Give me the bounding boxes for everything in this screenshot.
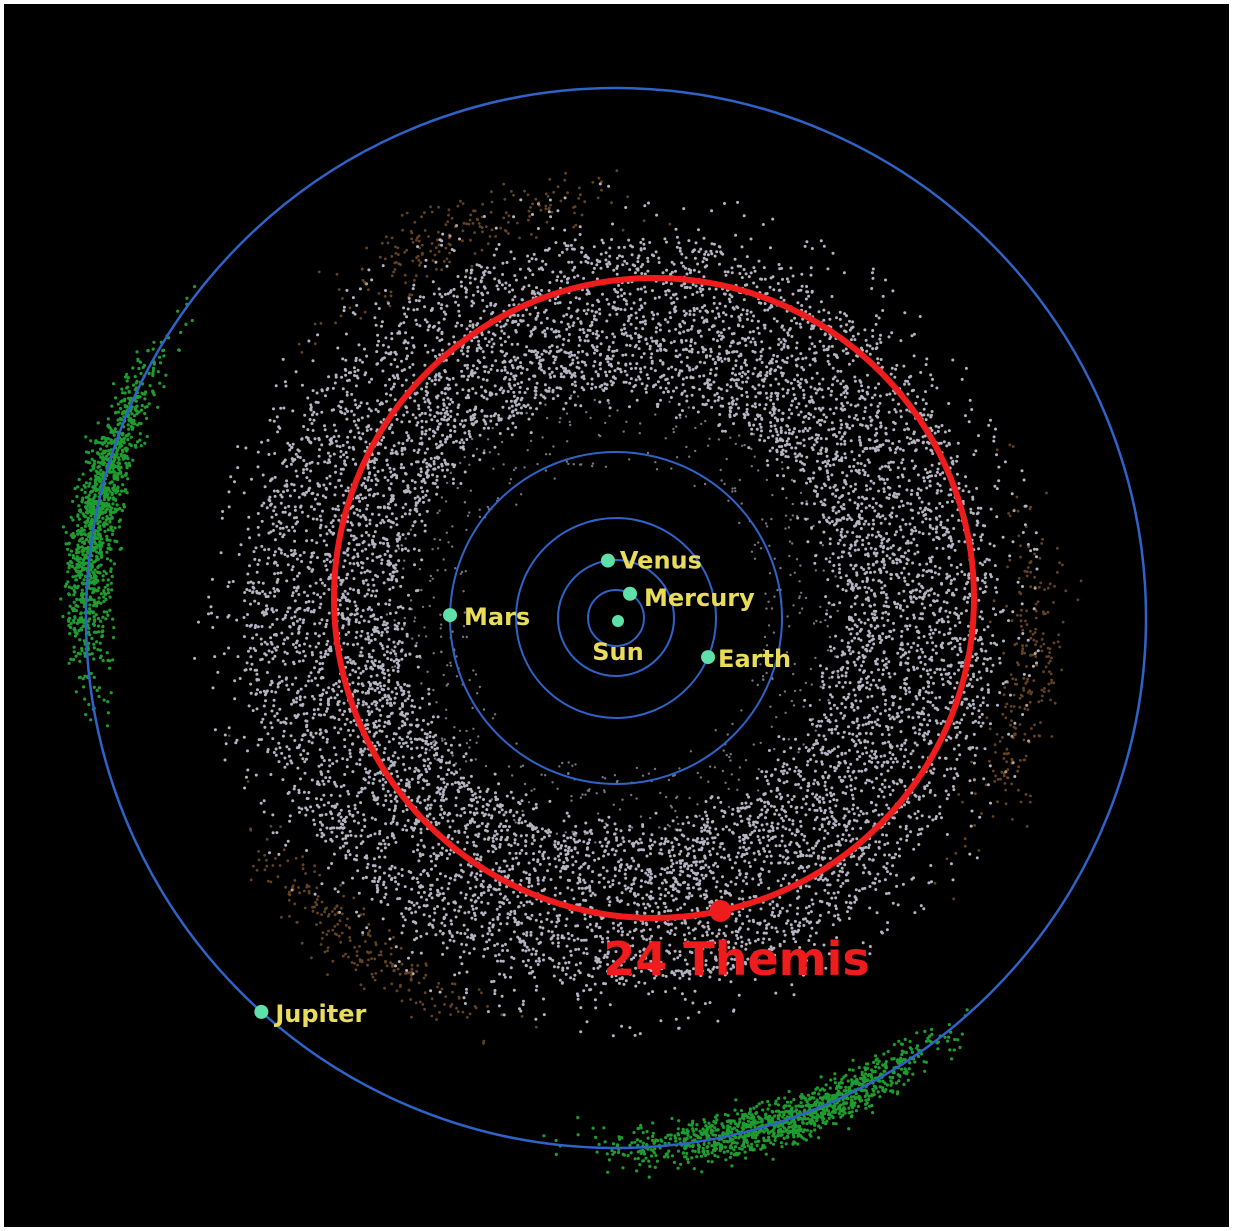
venus-orbit <box>557 559 675 677</box>
venus-dot <box>600 553 615 568</box>
diagram-frame: 24 Themis Sun Mercury Venus Earth Mars Jupite… <box>4 4 1229 1227</box>
sun-label: Sun <box>592 638 643 666</box>
mercury-dot <box>623 586 637 601</box>
jupiter-label: Jupiter <box>273 1000 366 1028</box>
trojan-scatter <box>59 285 969 1179</box>
asteroid-scatter-layer <box>59 169 1083 1179</box>
venus-label: Venus <box>620 547 702 575</box>
themis-label: 24 Themis <box>603 932 869 986</box>
themis-orbit <box>331 275 977 921</box>
mercury-label: Mercury <box>644 584 755 612</box>
jupiter-orbit <box>84 86 1148 1150</box>
sun-dot <box>612 615 624 627</box>
earth-orbit <box>515 517 717 719</box>
earth-label: Earth <box>718 645 791 673</box>
inner-scatter <box>385 388 845 845</box>
themis-marker <box>709 900 732 923</box>
hilda-scatter <box>227 169 1083 1045</box>
jupiter-dot <box>254 1004 269 1019</box>
highlight-layer: 24 Themis <box>331 275 977 986</box>
orbit-layer <box>84 86 1148 1150</box>
mercury-orbit <box>587 589 645 647</box>
mars-label: Mars <box>464 603 530 631</box>
main-belt-scatter <box>193 182 1040 1038</box>
earth-dot <box>701 650 716 665</box>
mars-dot <box>443 608 458 623</box>
